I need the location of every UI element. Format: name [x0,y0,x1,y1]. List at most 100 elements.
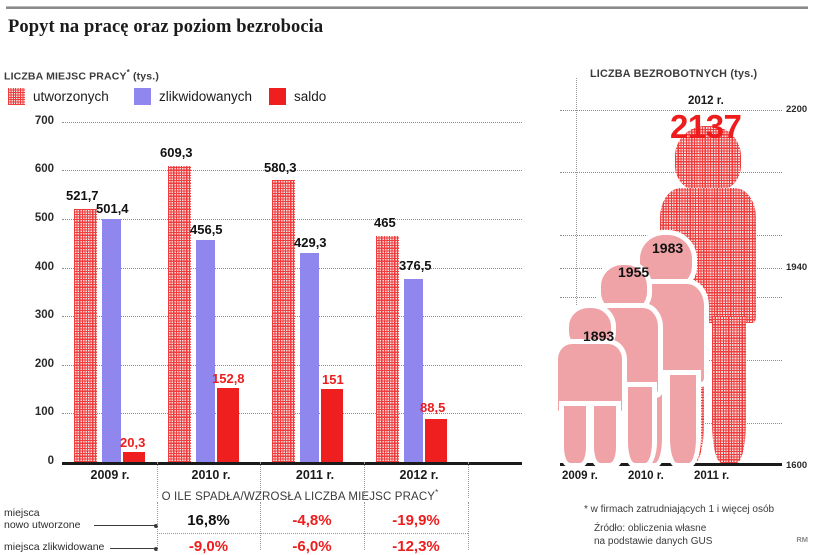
right-ytick-1940: 1940 [786,262,808,273]
table-vsep-4 [468,502,469,550]
figure-2009-leg-right [594,406,616,463]
bar-group-2009: 521,7 501,4 20,3 [0,110,520,462]
legend-item-created: utworzonych [8,88,109,105]
bar-created-2012 [376,236,399,462]
cell-created-2012: -19,9% [392,512,440,529]
bar-label-created-2011: 580,3 [264,160,297,175]
header-rule [6,6,808,9]
right-ytick-2200: 2200 [786,104,808,115]
row-label-created-line1: miejsca [4,507,40,519]
bar-label-balance-2009: 20,3 [120,435,146,450]
figure-2009 [558,308,622,463]
bar-liquidated-2011 [300,253,319,462]
bar-label-created-2009: 521,7 [66,188,99,203]
legend-swatch-liquidated-icon [134,88,151,105]
bar-group-2011: 580,3 429,3 151 [0,110,520,462]
right-gridline-2200 [560,110,782,111]
ytick-200: 200 [34,358,54,370]
gridline-600 [62,170,522,171]
x-separator-2 [260,462,261,498]
bar-created-2010 [168,166,191,462]
cell-liquidated-2010: -9,0% [188,538,229,555]
change-table-title: O ILE SPADŁA/WZROSŁA LICZBA MIEJSC PRACY… [150,488,450,503]
figure-2012-head [675,126,741,192]
footnote-source-line2: na podstawie danych GUS [594,536,713,547]
cell-created-2010: 16,8% [187,512,230,529]
bar-label-liquidated-2012: 376,5 [399,258,432,273]
figure-2011-head [640,235,692,287]
table-vsep-2 [260,502,261,550]
ytick-300: 300 [34,309,54,321]
x-separator-3 [364,462,365,498]
change-table-title-text: O ILE SPADŁA/WZROSŁA LICZBA MIEJSC PRACY [161,490,436,503]
gridline-700 [62,122,522,123]
bar-label-liquidated-2011: 429,3 [294,235,327,250]
figure-2009-leg-left [564,406,586,463]
figure-2011-leg-right [670,375,696,463]
left-chart-header-text: LICZBA MIEJSC PRACY [4,70,127,83]
right-axis-baseline [560,463,782,466]
x-label-2009: 2009 r. [90,468,130,482]
legend-swatch-created-icon [8,88,25,105]
credit-mark: RM [796,535,808,544]
bar-balance-2011 [321,389,343,462]
jobs-bar-chart: 700 600 500 400 300 200 100 0 521,7 501,… [0,110,522,498]
right-x-label-2011: 2011 r. [694,470,730,482]
bar-label-created-2012: 465 [374,215,396,230]
table-hsep [157,533,468,534]
bar-created-2011 [272,180,295,462]
ytick-600: 600 [34,163,54,175]
change-table-title-asterisk: * [435,488,439,497]
x-axis-baseline [62,462,522,465]
x-separator-1 [157,462,158,498]
figure-2012-leg-right [712,316,746,463]
legend-swatch-balance-icon [269,88,286,105]
bar-label-balance-2010: 152,8 [212,371,245,386]
row-label-created-line2: nowo utworzone [4,519,81,531]
cell-liquidated-2012: -12,3% [392,538,440,555]
x-label-2010: 2010 r. [191,468,231,482]
figure-value-2011: 1983 [652,240,684,256]
left-chart-header: LICZBA MIEJSC PRACY* (tys.) [4,68,159,83]
bar-label-created-2010: 609,3 [160,145,193,160]
figure-2009-head [569,308,611,348]
bar-balance-2009 [123,452,145,462]
page-title: Popyt na pracę oraz poziom bezrobocia [8,17,324,37]
ytick-0: 0 [47,455,54,467]
figure-2009-body [558,344,622,412]
x-label-2011: 2011 r. [295,468,335,482]
bar-label-balance-2012: 88,5 [420,400,446,415]
bar-created-2009 [74,209,97,462]
ytick-700: 700 [34,115,54,127]
footnote-source-line1: Źródło: obliczenia własne [594,523,707,534]
ytick-100: 100 [34,406,54,418]
right-x-label-2009: 2009 r. [562,470,598,482]
bar-group-2012: 465 376,5 88,5 [0,110,520,462]
legend-item-balance: saldo [269,88,326,105]
table-vsep-1 [157,502,158,550]
figure-value-2009: 1893 [583,328,615,344]
right-vertical-dotted-line [576,78,577,463]
bar-liquidated-2009 [102,219,121,462]
footnote-star: * w firmach zatrudniających 1 i więcej o… [584,504,775,515]
figure-2010-leg-right [628,387,652,463]
right-panel-header: LICZBA BEZROBOTNYCH (tys.) [590,68,758,80]
ytick-400: 400 [34,261,54,273]
unemployment-panel: LICZBA BEZROBOTNYCH (tys.) 2200 1940 160… [558,0,814,550]
legend-label-liquidated: zlikwidowanych [159,89,253,104]
left-chart-header-unit: (tys.) [132,70,159,83]
bar-balance-2012 [425,419,447,462]
highlight-year-2012: 2012 r. [688,95,724,107]
bar-balance-2010 [217,388,239,462]
right-x-label-2010: 2010 r. [628,470,664,482]
x-separator-4 [468,462,469,498]
change-table: O ILE SPADŁA/WZROSŁA LICZBA MIEJSC PRACY… [0,488,469,555]
cell-liquidated-2011: -6,0% [292,538,332,555]
right-ytick-1600: 1600 [786,460,808,471]
leader-line-created [94,524,158,528]
bar-label-balance-2011: 151 [322,372,344,387]
bar-liquidated-2012 [404,279,423,462]
left-chart-header-asterisk: * [126,68,130,77]
cell-created-2011: -4,8% [292,512,332,529]
leader-line-liquidated [110,547,158,551]
